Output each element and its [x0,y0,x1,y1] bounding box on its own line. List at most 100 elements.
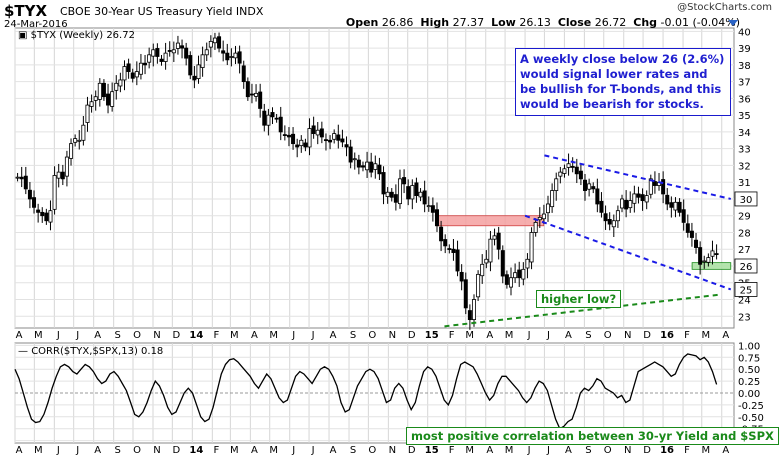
candle-body [525,258,530,269]
price-x-tick-label: 15 [425,330,439,341]
corr-x-tick-label: J [75,445,79,456]
chevron-down-icon[interactable] [728,20,738,26]
corr-x-tick-label: M [34,445,43,456]
candle-body [352,158,357,161]
candle-body [233,52,238,59]
candle-body [85,104,90,123]
price-x-tick-label: J [527,330,531,341]
candle-body [611,220,616,228]
candle-body [295,144,300,148]
candle-body [673,201,678,211]
price-x-tick-label: A [330,330,337,341]
price-x-tick-label: S [114,330,120,341]
candle-body [315,129,320,136]
candle-body [583,179,588,191]
corr-x-tick-label: J [291,445,295,456]
price-y-tick-label: 28 [738,228,751,239]
candle-body [443,239,448,247]
candle-body [110,91,115,107]
candle-body [73,138,78,143]
candle-body [480,263,485,277]
corr-x-tick-label: M [465,445,474,456]
trendline-upper-channel [544,154,732,200]
candle-body [118,79,123,87]
candle-body [434,209,439,227]
candle-body [27,189,32,200]
corr-x-tick-label: D [172,445,180,456]
candle-body [615,210,620,222]
candle-body [677,201,682,213]
candle-body [48,210,53,223]
corr-x-tick-label: S [350,445,356,456]
candle-body [492,235,497,240]
candle-body [126,63,131,72]
price-panel-label: ▣ $TYX (Weekly) 26.72 [18,30,135,41]
candle-body [496,232,501,250]
corr-x-tick-label: A [251,445,258,456]
price-x-tick-label: M [269,330,278,341]
copyright-text: @StockCharts.com [677,2,772,13]
candle-body [40,211,45,217]
candle-body [574,166,579,175]
candle-body [171,49,176,54]
candle-body [578,170,583,180]
candle-body [393,194,398,203]
corr-x-tick-label: 14 [189,445,203,456]
candle-body [558,171,563,177]
price-y-tick-label: 39 [738,44,751,55]
price-y-tick-label: 23 [738,312,751,323]
candle-body [418,191,423,198]
candle-body [254,92,259,97]
candle-body [698,247,703,265]
candle-body [484,258,489,264]
price-x-tick-label: S [350,330,356,341]
candle-body [138,62,143,75]
candle-body [406,186,411,200]
price-x-tick-label: A [565,330,572,341]
candle-body [570,166,575,168]
price-x-tick-label: A [16,330,23,341]
candle-body [385,191,390,198]
candle-body [636,193,641,198]
right-axis-box-label: 30 [740,195,753,206]
candle-body [389,191,394,198]
annotation-note: A weekly close below 26 (2.6%) would sig… [515,48,731,116]
candle-body [566,163,571,168]
candle-body [624,199,629,210]
candle-body [665,194,670,205]
price-x-tick-label: 14 [189,330,203,341]
candle-body [681,209,686,223]
corr-x-tick-label: A [330,445,337,456]
candle-body [196,64,201,80]
candle-body [710,250,715,257]
corr-panel-label: — CORR($TYX,$SPX,13) 0.18 [18,346,164,357]
corr-x-tick-label: O [604,445,612,456]
candle-body [471,299,476,321]
corr-x-tick-label: A [16,445,23,456]
corr-x-tick-label: S [585,445,591,456]
symbol-description: CBOE 30-Year US Treasury Yield INDX [60,5,264,18]
price-x-tick-label: D [172,330,180,341]
candle-body [381,172,386,195]
candle-body [69,143,74,159]
candle-body [15,176,20,179]
candle-body [106,93,111,106]
corr-x-tick-label: M [505,445,514,456]
corr-y-tick-label: 0.75 [738,353,760,364]
candle-body [208,41,213,48]
corr-x-tick-label: F [449,445,455,456]
candle-body [282,134,287,136]
candle-body [546,203,551,214]
price-y-tick-label: 29 [738,212,751,223]
corr-x-tick-label: N [153,445,160,456]
quote-open: 26.86 [381,16,414,29]
candle-body [640,194,645,202]
corr-x-tick-label: J [311,445,315,456]
corr-x-tick-label: J [56,445,60,456]
candle-body [439,226,444,242]
candle-body [595,188,600,205]
price-y-tick-label: 38 [738,61,751,72]
price-x-tick-label: M [701,330,710,341]
candle-body [241,65,246,83]
candle-body [459,271,464,282]
